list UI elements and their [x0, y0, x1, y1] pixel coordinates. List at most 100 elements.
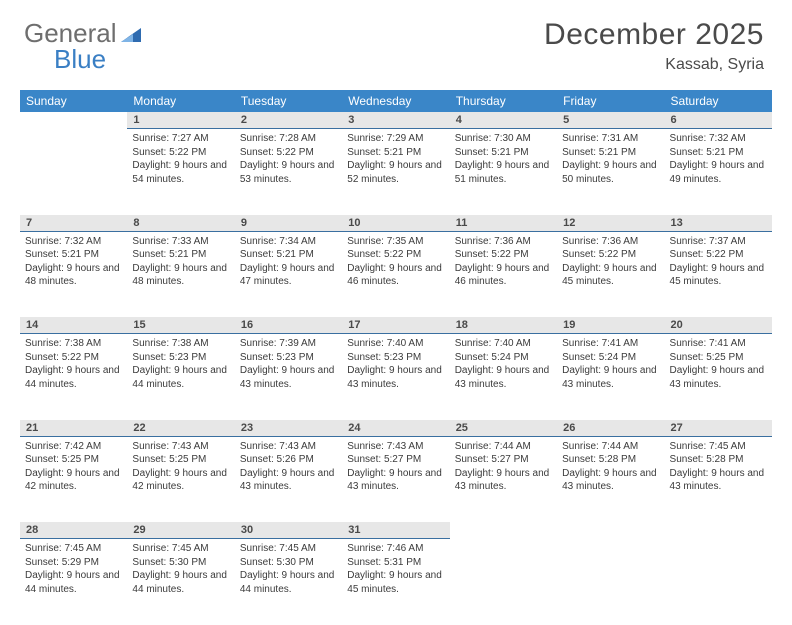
- day-number: 10: [342, 215, 449, 232]
- day-number: 30: [235, 522, 342, 539]
- weekday-header: Sunday: [20, 90, 127, 112]
- day-cell: Sunrise: 7:40 AMSunset: 5:24 PMDaylight:…: [450, 334, 557, 420]
- day-number: 24: [342, 420, 449, 437]
- location-label: Kassab, Syria: [544, 56, 764, 74]
- day-details: Sunrise: 7:31 AMSunset: 5:21 PMDaylight:…: [557, 129, 664, 192]
- day-cell: Sunrise: 7:36 AMSunset: 5:22 PMDaylight:…: [557, 231, 664, 317]
- day-number: 9: [235, 215, 342, 232]
- day-number: 5: [557, 112, 664, 129]
- weekday-header: Saturday: [665, 90, 772, 112]
- empty-cell: [20, 112, 127, 129]
- day-details: Sunrise: 7:36 AMSunset: 5:22 PMDaylight:…: [450, 232, 557, 295]
- day-number: 7: [20, 215, 127, 232]
- empty-cell: [665, 522, 772, 539]
- day-cell: Sunrise: 7:44 AMSunset: 5:28 PMDaylight:…: [557, 436, 664, 522]
- day-number: 8: [127, 215, 234, 232]
- day-number: 1: [127, 112, 234, 129]
- week-row: Sunrise: 7:42 AMSunset: 5:25 PMDaylight:…: [20, 436, 772, 522]
- day-cell: Sunrise: 7:37 AMSunset: 5:22 PMDaylight:…: [665, 231, 772, 317]
- empty-cell: [20, 129, 127, 215]
- day-details: Sunrise: 7:35 AMSunset: 5:22 PMDaylight:…: [342, 232, 449, 295]
- day-number: 25: [450, 420, 557, 437]
- day-number: 22: [127, 420, 234, 437]
- day-details: Sunrise: 7:30 AMSunset: 5:21 PMDaylight:…: [450, 129, 557, 192]
- day-cell: Sunrise: 7:41 AMSunset: 5:25 PMDaylight:…: [665, 334, 772, 420]
- day-cell: Sunrise: 7:43 AMSunset: 5:25 PMDaylight:…: [127, 436, 234, 522]
- week-row: Sunrise: 7:32 AMSunset: 5:21 PMDaylight:…: [20, 231, 772, 317]
- day-number: 31: [342, 522, 449, 539]
- day-details: Sunrise: 7:32 AMSunset: 5:21 PMDaylight:…: [20, 232, 127, 295]
- day-details: Sunrise: 7:28 AMSunset: 5:22 PMDaylight:…: [235, 129, 342, 192]
- header: General Blue December 2025 Kassab, Syria: [0, 0, 792, 80]
- day-cell: Sunrise: 7:33 AMSunset: 5:21 PMDaylight:…: [127, 231, 234, 317]
- brand-triangle-icon: [121, 28, 141, 42]
- day-number: 17: [342, 317, 449, 334]
- day-cell: Sunrise: 7:44 AMSunset: 5:27 PMDaylight:…: [450, 436, 557, 522]
- day-number: 4: [450, 112, 557, 129]
- day-number: 19: [557, 317, 664, 334]
- calendar-table: SundayMondayTuesdayWednesdayThursdayFrid…: [20, 90, 772, 625]
- empty-cell: [557, 522, 664, 539]
- weekday-header: Wednesday: [342, 90, 449, 112]
- day-cell: Sunrise: 7:38 AMSunset: 5:22 PMDaylight:…: [20, 334, 127, 420]
- day-number: 26: [557, 420, 664, 437]
- day-cell: Sunrise: 7:39 AMSunset: 5:23 PMDaylight:…: [235, 334, 342, 420]
- day-number: 3: [342, 112, 449, 129]
- day-cell: Sunrise: 7:29 AMSunset: 5:21 PMDaylight:…: [342, 129, 449, 215]
- day-number: 13: [665, 215, 772, 232]
- day-cell: Sunrise: 7:32 AMSunset: 5:21 PMDaylight:…: [665, 129, 772, 215]
- calendar-body: 123456Sunrise: 7:27 AMSunset: 5:22 PMDay…: [20, 112, 772, 625]
- day-details: Sunrise: 7:27 AMSunset: 5:22 PMDaylight:…: [127, 129, 234, 192]
- day-details: Sunrise: 7:43 AMSunset: 5:25 PMDaylight:…: [127, 437, 234, 500]
- day-details: Sunrise: 7:43 AMSunset: 5:27 PMDaylight:…: [342, 437, 449, 500]
- day-cell: Sunrise: 7:45 AMSunset: 5:28 PMDaylight:…: [665, 436, 772, 522]
- day-cell: Sunrise: 7:40 AMSunset: 5:23 PMDaylight:…: [342, 334, 449, 420]
- day-number-row: 21222324252627: [20, 420, 772, 437]
- day-number: 12: [557, 215, 664, 232]
- week-row: Sunrise: 7:27 AMSunset: 5:22 PMDaylight:…: [20, 129, 772, 215]
- day-number-row: 14151617181920: [20, 317, 772, 334]
- weekday-header-row: SundayMondayTuesdayWednesdayThursdayFrid…: [20, 90, 772, 112]
- weekday-header: Thursday: [450, 90, 557, 112]
- day-number-row: 28293031: [20, 522, 772, 539]
- day-number: 6: [665, 112, 772, 129]
- day-details: Sunrise: 7:40 AMSunset: 5:24 PMDaylight:…: [450, 334, 557, 397]
- day-number: 2: [235, 112, 342, 129]
- month-title: December 2025: [544, 18, 764, 52]
- day-number: 16: [235, 317, 342, 334]
- weekday-header: Tuesday: [235, 90, 342, 112]
- day-details: Sunrise: 7:38 AMSunset: 5:22 PMDaylight:…: [20, 334, 127, 397]
- week-row: Sunrise: 7:38 AMSunset: 5:22 PMDaylight:…: [20, 334, 772, 420]
- day-number: 18: [450, 317, 557, 334]
- day-cell: Sunrise: 7:38 AMSunset: 5:23 PMDaylight:…: [127, 334, 234, 420]
- day-number: 15: [127, 317, 234, 334]
- day-details: Sunrise: 7:44 AMSunset: 5:27 PMDaylight:…: [450, 437, 557, 500]
- title-block: December 2025 Kassab, Syria: [544, 18, 764, 74]
- day-cell: Sunrise: 7:30 AMSunset: 5:21 PMDaylight:…: [450, 129, 557, 215]
- day-number-row: 78910111213: [20, 215, 772, 232]
- day-details: Sunrise: 7:40 AMSunset: 5:23 PMDaylight:…: [342, 334, 449, 397]
- day-cell: Sunrise: 7:43 AMSunset: 5:26 PMDaylight:…: [235, 436, 342, 522]
- day-number: 23: [235, 420, 342, 437]
- day-details: Sunrise: 7:43 AMSunset: 5:26 PMDaylight:…: [235, 437, 342, 500]
- day-details: Sunrise: 7:38 AMSunset: 5:23 PMDaylight:…: [127, 334, 234, 397]
- day-details: Sunrise: 7:41 AMSunset: 5:24 PMDaylight:…: [557, 334, 664, 397]
- day-cell: Sunrise: 7:35 AMSunset: 5:22 PMDaylight:…: [342, 231, 449, 317]
- day-details: Sunrise: 7:34 AMSunset: 5:21 PMDaylight:…: [235, 232, 342, 295]
- day-number: 11: [450, 215, 557, 232]
- day-details: Sunrise: 7:32 AMSunset: 5:21 PMDaylight:…: [665, 129, 772, 192]
- day-details: Sunrise: 7:45 AMSunset: 5:30 PMDaylight:…: [127, 539, 234, 602]
- day-details: Sunrise: 7:36 AMSunset: 5:22 PMDaylight:…: [557, 232, 664, 295]
- day-cell: Sunrise: 7:34 AMSunset: 5:21 PMDaylight:…: [235, 231, 342, 317]
- day-number-row: 123456: [20, 112, 772, 129]
- day-details: Sunrise: 7:33 AMSunset: 5:21 PMDaylight:…: [127, 232, 234, 295]
- day-details: Sunrise: 7:45 AMSunset: 5:28 PMDaylight:…: [665, 437, 772, 500]
- day-cell: Sunrise: 7:43 AMSunset: 5:27 PMDaylight:…: [342, 436, 449, 522]
- day-details: Sunrise: 7:44 AMSunset: 5:28 PMDaylight:…: [557, 437, 664, 500]
- day-number: 20: [665, 317, 772, 334]
- brand-logo: General Blue: [24, 18, 143, 49]
- brand-part2: Blue: [54, 44, 106, 75]
- day-details: Sunrise: 7:45 AMSunset: 5:30 PMDaylight:…: [235, 539, 342, 602]
- day-cell: Sunrise: 7:28 AMSunset: 5:22 PMDaylight:…: [235, 129, 342, 215]
- day-number: 21: [20, 420, 127, 437]
